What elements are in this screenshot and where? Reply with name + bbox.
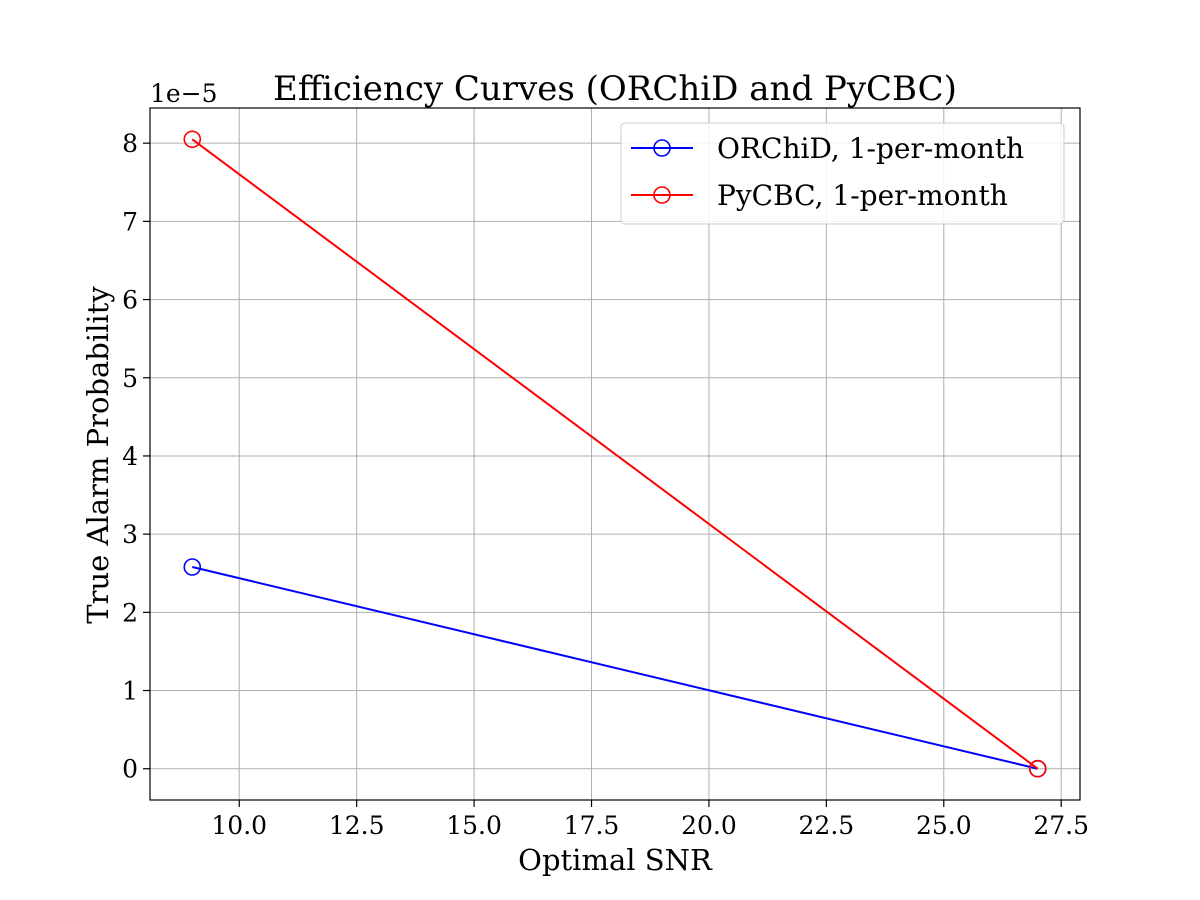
x-tick-label: 10.0 [211, 811, 267, 840]
series-line [191, 138, 1039, 770]
x-tick-label: 15.0 [446, 811, 502, 840]
x-axis-title: Optimal SNR [518, 843, 713, 877]
y-tick-label: 1 [122, 677, 138, 706]
legend-label: PyCBC, 1-per-month [717, 179, 1008, 212]
x-tick-label: 22.5 [799, 811, 855, 840]
y-tick-label: 4 [122, 442, 138, 471]
y-tick-label: 2 [122, 598, 138, 627]
x-tick-label: 27.5 [1033, 811, 1089, 840]
y-axis-offset-label: 1e−5 [150, 79, 218, 108]
legend-box [620, 122, 1065, 225]
y-tick-label: 5 [122, 364, 138, 393]
y-tick-label: 0 [122, 755, 138, 784]
plot-area-frame [149, 107, 1081, 801]
x-tick-label: 25.0 [916, 811, 972, 840]
y-axis-title: True Alarm Probability [81, 286, 115, 624]
y-tick-label: 6 [122, 286, 138, 315]
ticks: 10.0 12.5 15.0 17.5 20.0 22.5 25.0 27.5 0 1 2 3 4 5 6 7… [122, 129, 1089, 840]
series-layer [183, 130, 1047, 778]
legend: ORChiD, 1-per-month PyCBC, 1-per-month [620, 122, 1065, 225]
y-tick-label: 8 [122, 129, 138, 158]
series-line [192, 566, 1038, 770]
x-tick-label: 20.0 [681, 811, 737, 840]
chart-title: Efficiency Curves (ORChiD and PyCBC) [273, 69, 957, 109]
legend-label: ORChiD, 1-per-month [717, 132, 1024, 165]
data-point [183, 130, 202, 149]
y-tick-label: 7 [122, 207, 138, 236]
legend-marker [653, 139, 671, 157]
y-tick-label: 3 [122, 520, 138, 549]
data-point [1028, 759, 1047, 778]
x-tick-label: 17.5 [564, 811, 620, 840]
data-point [183, 558, 202, 576]
x-tick-label: 12.5 [329, 811, 385, 840]
legend-marker [653, 186, 671, 204]
